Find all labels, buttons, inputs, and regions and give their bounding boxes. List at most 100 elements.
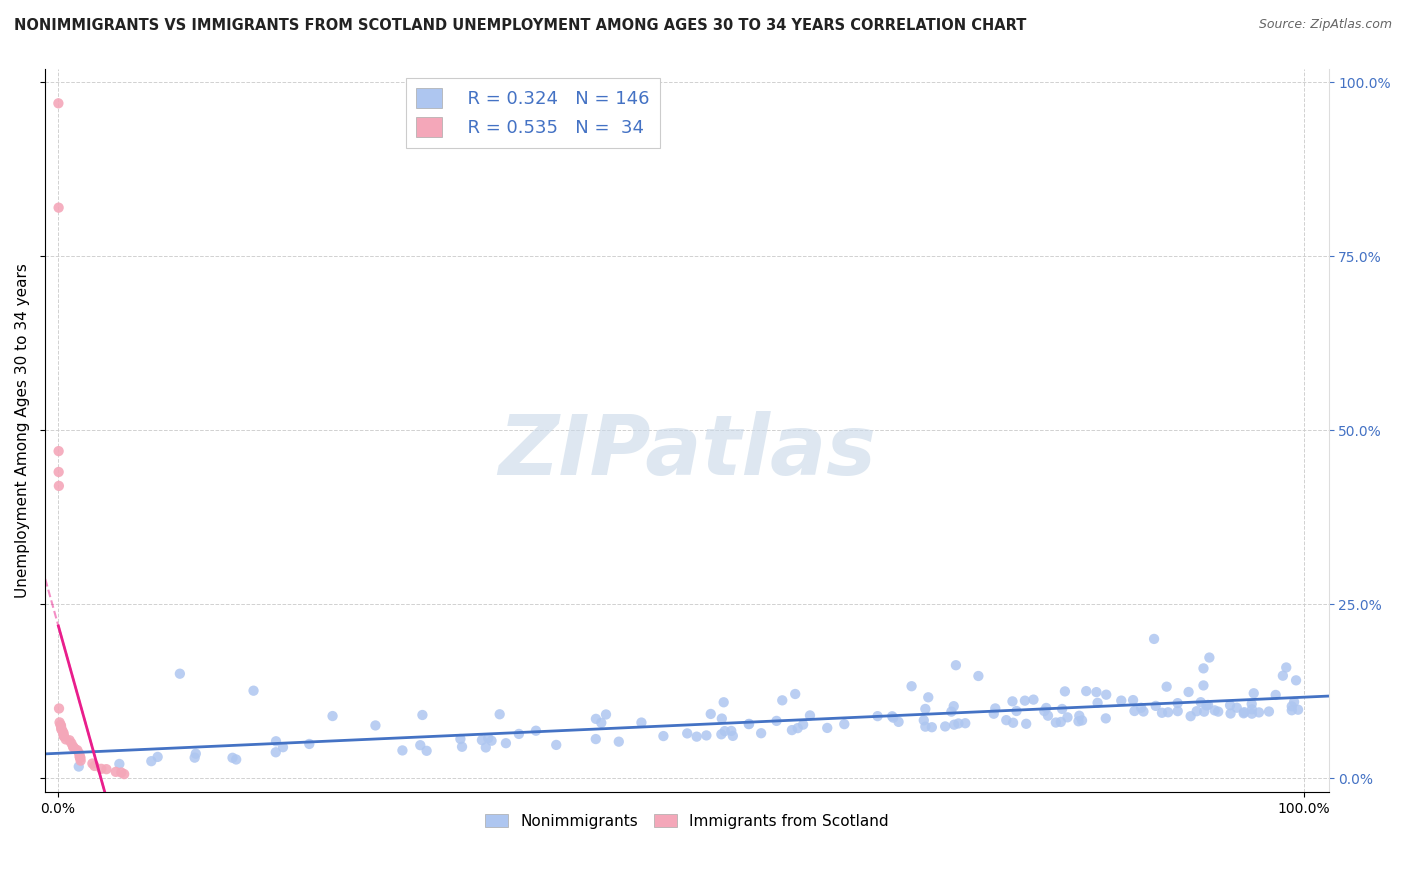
Point <box>720 723 742 738</box>
Point <box>1050 714 1073 729</box>
Point <box>1204 703 1226 717</box>
Point <box>1076 684 1098 698</box>
Point <box>449 731 471 746</box>
Point <box>183 750 205 764</box>
Point <box>630 715 652 730</box>
Point <box>52 729 75 743</box>
Point <box>948 716 970 731</box>
Point <box>1156 680 1178 694</box>
Point <box>1233 706 1256 721</box>
Point <box>1056 710 1078 724</box>
Point <box>112 767 135 781</box>
Point <box>1286 703 1309 717</box>
Point <box>1264 688 1286 702</box>
Point <box>1258 705 1281 719</box>
Point <box>65 742 87 756</box>
Point <box>1071 714 1094 728</box>
Point <box>921 720 943 734</box>
Text: Source: ZipAtlas.com: Source: ZipAtlas.com <box>1258 18 1392 31</box>
Point <box>1185 704 1208 718</box>
Point <box>475 740 498 755</box>
Point <box>1198 650 1220 665</box>
Point <box>882 711 904 725</box>
Point <box>69 754 91 768</box>
Point <box>477 731 499 746</box>
Point <box>67 759 90 773</box>
Point <box>1094 711 1116 725</box>
Point <box>591 715 613 730</box>
Point <box>941 705 963 719</box>
Point <box>713 695 735 709</box>
Point <box>242 683 264 698</box>
Text: ZIPatlas: ZIPatlas <box>498 411 876 492</box>
Point <box>48 201 70 215</box>
Point <box>686 730 709 744</box>
Point <box>585 732 607 747</box>
Point <box>1053 684 1076 698</box>
Point <box>710 727 733 741</box>
Point <box>713 724 735 739</box>
Point <box>495 736 517 750</box>
Point <box>770 693 793 707</box>
Point <box>1197 698 1219 712</box>
Point <box>943 717 966 731</box>
Point <box>1014 693 1036 707</box>
Point <box>695 728 717 742</box>
Point <box>785 687 807 701</box>
Point <box>62 739 84 754</box>
Point <box>169 666 191 681</box>
Point <box>1282 695 1305 709</box>
Point <box>1189 695 1212 709</box>
Point <box>1177 685 1199 699</box>
Point <box>82 756 104 771</box>
Point <box>1180 709 1202 723</box>
Point <box>652 729 675 743</box>
Point <box>1067 714 1090 729</box>
Point <box>69 750 91 764</box>
Point <box>1095 688 1118 702</box>
Point <box>749 726 772 740</box>
Point <box>914 702 936 716</box>
Point <box>676 726 699 740</box>
Point <box>1005 704 1028 718</box>
Point <box>738 717 761 731</box>
Point <box>146 750 169 764</box>
Point <box>52 729 75 743</box>
Point <box>995 713 1018 727</box>
Point <box>58 733 80 747</box>
Point <box>225 752 247 766</box>
Point <box>411 708 433 723</box>
Point <box>1087 696 1109 710</box>
Point <box>955 716 977 731</box>
Point <box>481 733 503 747</box>
Point <box>710 712 733 726</box>
Point <box>96 762 118 776</box>
Point <box>882 709 904 723</box>
Point <box>721 729 744 743</box>
Point <box>595 707 617 722</box>
Point <box>1192 661 1215 675</box>
Point <box>765 714 787 728</box>
Point <box>699 706 721 721</box>
Point <box>48 715 70 730</box>
Point <box>364 718 387 732</box>
Point <box>967 669 990 683</box>
Point <box>49 719 72 733</box>
Point <box>1036 708 1059 723</box>
Point <box>1240 702 1263 716</box>
Point <box>221 751 243 765</box>
Point <box>780 723 803 738</box>
Point <box>184 747 207 761</box>
Point <box>1167 696 1189 710</box>
Point <box>942 699 965 714</box>
Point <box>264 745 287 759</box>
Point <box>1035 701 1057 715</box>
Point <box>1033 704 1056 718</box>
Point <box>264 734 287 748</box>
Point <box>104 764 127 779</box>
Point <box>62 740 84 755</box>
Y-axis label: Unemployment Among Ages 30 to 34 years: Unemployment Among Ages 30 to 34 years <box>15 263 30 598</box>
Point <box>900 679 922 693</box>
Point <box>786 721 808 735</box>
Point <box>1219 706 1241 721</box>
